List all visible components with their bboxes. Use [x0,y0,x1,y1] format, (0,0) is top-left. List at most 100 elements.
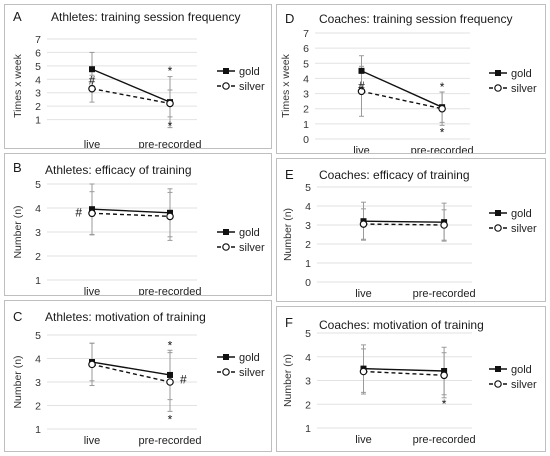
panel-athletes-frequency: A Athletes: training session frequency 1 2 3… [4,4,272,149]
panel-coaches-frequency: D Coaches: training session frequency 0 1 2 3… [276,4,546,154]
y-tick-label: 5 [35,179,41,191]
significance-marker: * [168,64,173,78]
legend-marker-silver [222,243,230,251]
y-tick-label: 5 [303,58,309,70]
legend-label-silver: silver [239,367,265,379]
data-point-gold [89,66,95,73]
panel-label: C [13,309,22,324]
y-tick-label: 1 [35,424,41,436]
data-point-silver [438,104,446,113]
y-tick-label: 2 [35,101,41,113]
y-tick-label: 0 [305,277,311,289]
panel-coaches-efficacy: E Coaches: efficacy of training 0 1 2 3 4 5 Numb… [276,158,546,302]
series-line-gold [91,361,171,376]
data-point-silver [88,84,96,93]
y-tick-label: 1 [305,258,311,270]
x-tick-label: pre-recorded [413,288,476,300]
y-tick-label: 4 [35,74,41,86]
series-line-silver [91,363,171,383]
y-axis-label: Number (n) [12,355,24,408]
y-tick-label: 4 [35,203,41,215]
y-tick-label: 5 [305,328,311,340]
data-point-gold [89,206,95,213]
series-line-gold [361,70,443,108]
data-point-gold [441,368,448,374]
y-tick-label: 4 [305,201,311,213]
x-tick-label: live [84,139,101,148]
legend-marker-silver [494,84,502,92]
legend-marker-gold [223,354,229,360]
y-axis-label: Number (n) [12,205,24,258]
panel-label: B [13,160,22,175]
y-axis-label: Number (n) [282,354,294,407]
legend-label-silver: silver [511,83,537,95]
y-tick-label: 0 [303,134,309,146]
legend-marker-gold [223,229,229,235]
x-tick-label: pre-recorded [413,434,476,446]
legend-label-silver: silver [511,379,537,391]
series-line-gold [91,68,171,103]
significance-marker: * [440,125,445,139]
y-tick-label: 3 [305,220,311,232]
data-point-silver [359,220,368,228]
y-tick-label: 2 [35,251,41,263]
y-tick-label: 2 [305,239,311,251]
legend-label-gold: gold [239,227,260,239]
legend-label-gold: gold [239,66,260,78]
legend-marker-silver [494,224,502,232]
chart-title: Athletes: efficacy of training [45,163,192,177]
legend-marker-gold [495,366,501,372]
y-tick-label: 7 [35,34,41,46]
series-line-silver [91,212,171,218]
chart-title: Coaches: training session frequency [319,12,512,26]
y-tick-label: 3 [305,376,311,388]
significance-marker: * [168,338,173,352]
panel-label: E [285,167,294,182]
y-tick-label: 5 [35,330,41,342]
y-tick-label: 3 [303,89,309,101]
legend-label-silver: silver [239,81,265,93]
y-tick-label: 4 [305,352,311,364]
y-tick-label: 1 [35,275,41,287]
data-point-silver [166,212,174,221]
chart-title: Coaches: motivation of training [319,318,484,332]
y-tick-label: 1 [305,423,311,435]
y-tick-label: 4 [303,73,309,85]
data-point-silver [166,99,174,108]
legend-marker-gold [495,70,501,76]
chart-title: Coaches: efficacy of training [319,168,470,182]
y-tick-label: 7 [303,28,309,40]
y-axis-label: Times x week [280,53,292,118]
x-tick-label: pre-recorded [139,435,202,447]
significance-marker: # [89,73,96,87]
significance-marker: # [358,79,365,93]
y-tick-label: 5 [305,182,311,194]
legend-marker-silver [222,82,230,90]
x-tick-label: live [353,145,370,153]
legend-label-gold: gold [511,364,532,376]
legend-marker-gold [223,68,229,74]
data-point-silver [359,367,368,376]
legend-label-gold: gold [239,352,260,364]
y-tick-label: 2 [305,399,311,411]
data-point-silver [166,378,174,386]
y-tick-label: 1 [35,115,41,127]
series-line-silver [91,87,171,105]
x-tick-label: pre-recorded [411,145,474,153]
data-point-gold [167,371,173,378]
legend-label-silver: silver [511,223,537,235]
panel-label: D [285,11,294,26]
significance-marker: * [168,119,173,133]
legend-label-silver: silver [239,242,265,254]
x-tick-label: live [355,288,372,300]
legend-label-gold: gold [511,68,532,80]
y-axis-label: Times x week [12,53,24,118]
y-tick-label: 4 [35,354,41,366]
y-tick-label: 3 [35,377,41,389]
legend-marker-gold [495,210,501,216]
y-tick-label: 2 [35,401,41,413]
panel-athletes-efficacy: B Athletes: efficacy of training 1 2 3 4 5 Numb… [4,153,272,296]
data-point-silver [440,221,448,229]
panel-label: F [285,315,293,330]
